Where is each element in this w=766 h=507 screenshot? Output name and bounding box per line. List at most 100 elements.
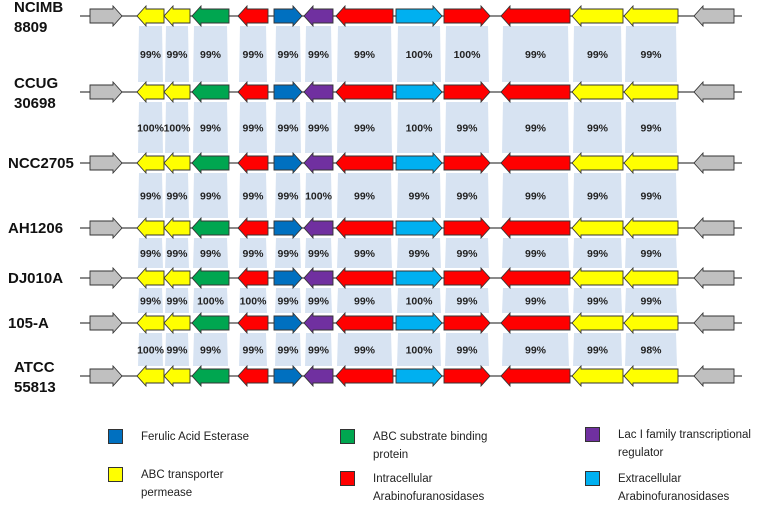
gene-arrow-gray: [89, 364, 123, 388]
identity-label: 99%: [354, 123, 376, 135]
identity-band: [138, 26, 163, 82]
gene-arrow-green: [191, 311, 230, 335]
identity-band: [193, 288, 228, 313]
identity-band: [138, 102, 163, 153]
identity-label: 100%: [164, 123, 192, 135]
identity-label: 99%: [200, 49, 222, 61]
gene-arrow-yellow: [571, 151, 624, 175]
gene-arrow-yellow: [623, 266, 679, 290]
identity-label: 99%: [408, 191, 430, 203]
gene-arrow-red: [500, 216, 571, 240]
gene-arrow-red: [237, 80, 269, 104]
identity-band: [502, 102, 569, 153]
identity-band: [305, 26, 332, 82]
identity-label: 99%: [200, 191, 222, 203]
identity-label: 99%: [308, 345, 330, 357]
gene-arrow-purple: [303, 364, 334, 388]
gene-arrow-green: [191, 266, 230, 290]
gene-arrow-yellow: [623, 4, 679, 28]
gene-arrow-blue: [273, 151, 303, 175]
gene-arrow-green: [191, 4, 230, 28]
gene-arrow-yellow: [571, 216, 624, 240]
gene-arrow-gray: [89, 80, 123, 104]
identity-label: 99%: [354, 248, 376, 260]
identity-band: [625, 288, 677, 313]
gene-arrow-gray: [693, 266, 735, 290]
identity-band: [275, 288, 301, 313]
identity-band: [239, 102, 267, 153]
identity-label: 99%: [277, 123, 299, 135]
identity-label: 100%: [406, 345, 434, 357]
gene-arrow-red: [335, 311, 394, 335]
identity-label: 99%: [166, 49, 188, 61]
identity-label: 99%: [525, 191, 547, 203]
identity-band: [625, 333, 677, 366]
gene-arrow-yellow: [571, 364, 624, 388]
identity-band: [573, 238, 622, 268]
gene-arrow-yellow: [623, 216, 679, 240]
identity-label: 99%: [166, 248, 188, 260]
identity-label: 99%: [525, 123, 547, 135]
gene-arrow-purple: [303, 4, 334, 28]
identity-label: 99%: [640, 123, 662, 135]
identity-label: 99%: [354, 49, 376, 61]
identity-band: [502, 288, 569, 313]
identity-band: [397, 333, 441, 366]
identity-bands: [138, 26, 677, 366]
identity-label: 99%: [200, 123, 222, 135]
identity-band: [445, 102, 489, 153]
gene-arrow-purple: [303, 80, 334, 104]
identity-label: 99%: [525, 296, 547, 308]
identity-band: [305, 288, 332, 313]
identity-label: 99%: [587, 296, 609, 308]
gene-arrow-yellow: [136, 311, 165, 335]
strain-label: NCIMB 8809: [14, 0, 63, 36]
gene-arrow-cyan: [395, 364, 443, 388]
gene-arrow-red: [237, 364, 269, 388]
gene-arrow-cyan: [395, 311, 443, 335]
gene-arrow-yellow: [163, 266, 191, 290]
gene-arrow-blue: [273, 311, 303, 335]
identity-band: [239, 26, 267, 82]
identity-label: 99%: [456, 191, 478, 203]
gene-arrow-gray: [89, 266, 123, 290]
gene-arrow-red: [443, 4, 491, 28]
gene-arrow-yellow: [623, 80, 679, 104]
gene-arrow-blue: [273, 4, 303, 28]
identity-band: [193, 333, 228, 366]
identity-labels: 99% 99% 99% 99% 99% 99% 99% 100% 100% 99% 99% 99% 10…: [137, 49, 662, 357]
identity-label: 99%: [587, 248, 609, 260]
identity-label: 99%: [308, 123, 330, 135]
gene-arrow-gray: [89, 151, 123, 175]
gene-arrow-red: [335, 4, 394, 28]
identity-band: [337, 173, 392, 218]
identity-label: 99%: [587, 123, 609, 135]
gene-arrow-red: [237, 311, 269, 335]
identity-band: [239, 173, 267, 218]
identity-label: 99%: [456, 248, 478, 260]
identity-label: 99%: [166, 296, 188, 308]
gene-arrow-red: [237, 266, 269, 290]
identity-label: 99%: [242, 248, 264, 260]
identity-band: [337, 288, 392, 313]
identity-band: [397, 102, 441, 153]
identity-band: [165, 288, 189, 313]
identity-label: 99%: [166, 191, 188, 203]
strain-label: CCUG 30698: [14, 75, 58, 112]
gene-arrow-green: [191, 216, 230, 240]
identity-band: [275, 333, 301, 366]
identity-label: 100%: [406, 123, 434, 135]
identity-band: [239, 333, 267, 366]
gene-arrow-blue: [273, 80, 303, 104]
gene-arrow-gray: [693, 364, 735, 388]
identity-band: [445, 173, 489, 218]
gene-arrow-red: [443, 151, 491, 175]
gene-arrow-red: [500, 4, 571, 28]
gene-arrow-yellow: [163, 151, 191, 175]
gene-arrow-red: [335, 151, 394, 175]
gene-arrow-red: [443, 311, 491, 335]
identity-label: 99%: [242, 49, 264, 61]
gene-arrow-red: [237, 4, 269, 28]
identity-band: [337, 333, 392, 366]
